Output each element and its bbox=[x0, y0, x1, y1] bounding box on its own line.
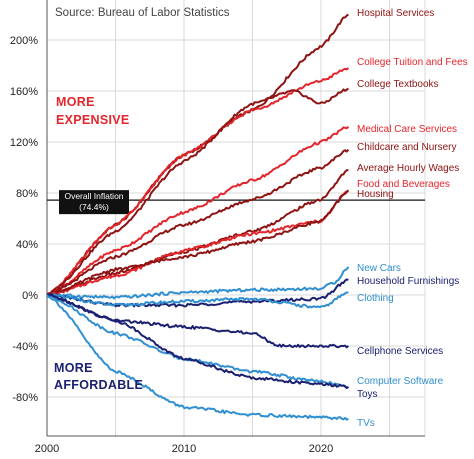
y-tick-label: 80% bbox=[16, 188, 38, 200]
series-label-cellphone-services: Cellphone Services bbox=[357, 346, 443, 357]
series-label-household-furnishings: Household Furnishings bbox=[357, 276, 459, 287]
y-tick-label: 200% bbox=[10, 35, 38, 47]
series-label-average-hourly-wages: Average Hourly Wages bbox=[357, 163, 459, 174]
overall-inflation-tag bbox=[59, 190, 129, 215]
x-tick-label: 2020 bbox=[309, 443, 333, 455]
series-line-childcare-and-nursery bbox=[46, 149, 350, 297]
y-tick-label: 120% bbox=[10, 137, 38, 149]
overall-inflation-marker: Overall Inflation(74.4%) bbox=[47, 190, 425, 215]
tick-layer: -80% -40% 0% 40% 80% 120% 160% 200% 2000 2010 2020 bbox=[10, 35, 333, 455]
series-line-college-tuition-and-fees bbox=[46, 67, 350, 297]
series-line-toys bbox=[46, 293, 349, 389]
series-label-housing: Housing bbox=[357, 189, 394, 200]
series-label-layer: Hospital Services College Tuition and Fee… bbox=[357, 8, 468, 429]
series-label-clothing: Clothing bbox=[357, 293, 394, 304]
series-label-college-textbooks: College Textbooks bbox=[357, 79, 439, 90]
series-label-computer-software: Computer Software bbox=[357, 376, 444, 387]
chart-source: Source: Bureau of Labor Statistics bbox=[55, 7, 230, 19]
series-line-medical-care-services bbox=[46, 125, 350, 296]
series-label-food-and-beverages: Food and Beverages bbox=[357, 179, 450, 190]
series-label-new-cars: New Cars bbox=[357, 263, 401, 274]
series-label-hospital-services: Hospital Services bbox=[357, 8, 434, 19]
series-line-food-and-beverages bbox=[46, 189, 349, 297]
y-tick-label: -40% bbox=[12, 341, 38, 353]
series-line-tvs bbox=[46, 294, 349, 421]
grid-layer bbox=[46, 0, 426, 437]
more-expensive-line1: MORE bbox=[56, 95, 95, 109]
y-tick-label: 40% bbox=[16, 239, 38, 251]
overall-inflation-label: Overall Inflation bbox=[64, 191, 123, 201]
series-line-clothing bbox=[46, 291, 349, 309]
x-tick-label: 2000 bbox=[35, 443, 59, 455]
series-line-average-hourly-wages bbox=[46, 169, 349, 297]
series-line-housing bbox=[46, 189, 350, 297]
more-expensive-line2: EXPENSIVE bbox=[56, 113, 130, 127]
series-layer bbox=[46, 13, 350, 421]
series-line-new-cars bbox=[46, 266, 350, 300]
series-label-childcare-and-nursery: Childcare and Nursery bbox=[357, 142, 457, 153]
series-label-medical-care-services: Medical Care Services bbox=[357, 124, 457, 135]
series-line-college-textbooks bbox=[46, 87, 350, 296]
y-tick-label: 160% bbox=[10, 86, 38, 98]
more-affordable-line1: MORE bbox=[54, 361, 93, 375]
y-tick-label: -80% bbox=[12, 392, 38, 404]
series-label-tvs: TVs bbox=[357, 418, 375, 429]
series-label-college-tuition-and-fees: College Tuition and Fees bbox=[357, 57, 468, 68]
x-tick-label: 2010 bbox=[172, 443, 196, 455]
y-tick-label: 0% bbox=[22, 290, 38, 302]
overall-inflation-value: (74.4%) bbox=[79, 202, 109, 212]
series-label-toys: Toys bbox=[357, 389, 378, 400]
more-affordable-line2: AFFORDABLE bbox=[54, 378, 143, 392]
